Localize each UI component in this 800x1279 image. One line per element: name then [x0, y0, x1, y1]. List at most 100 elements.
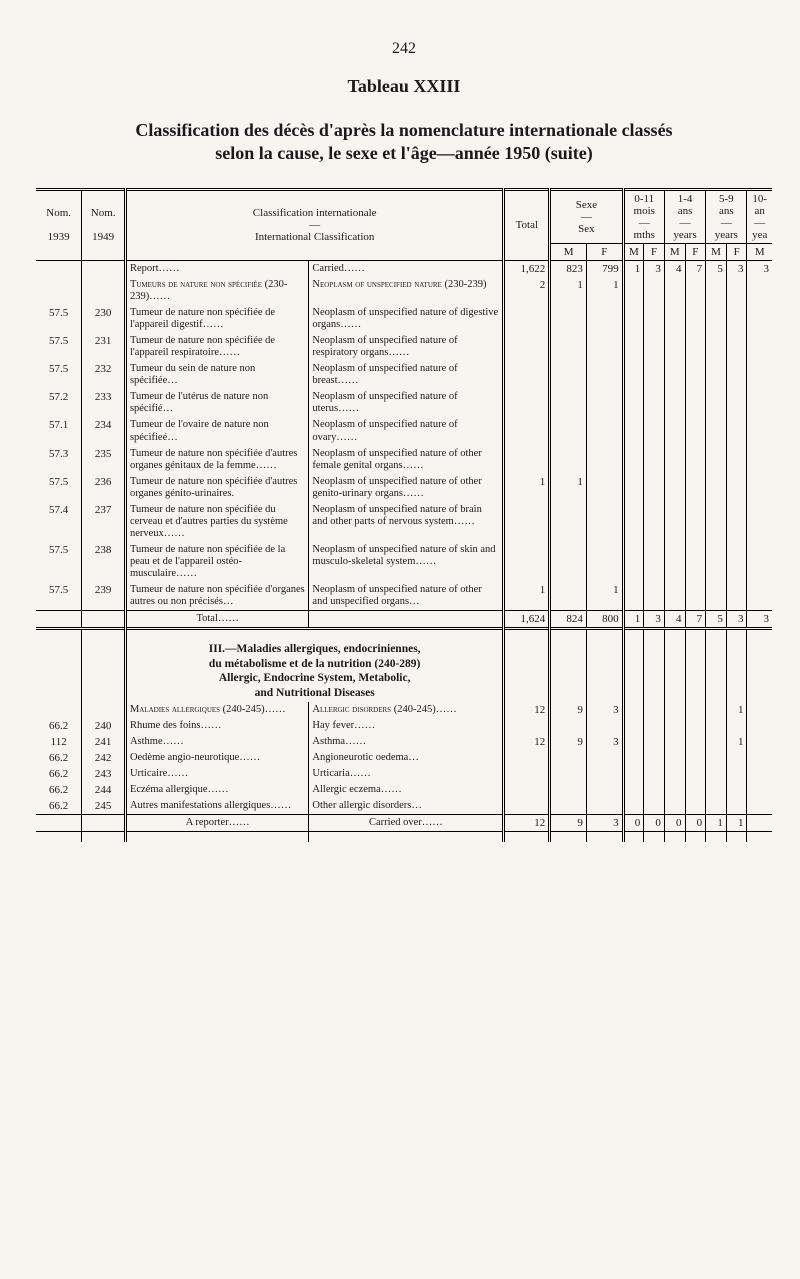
row2-0-a10M [747, 718, 772, 734]
row1-7-a5F [726, 502, 747, 542]
row1-5-total [504, 446, 550, 474]
th-m: 1 [550, 277, 587, 305]
table-row: 57.5239Tumeur de nature non spécifiée d'… [36, 582, 772, 611]
row1-6-fr: Tumeur de nature non spécifiée d'autres … [125, 474, 308, 502]
row1-7-nom1939: 57.4 [36, 502, 82, 542]
hdr-a1-b: ans [678, 205, 693, 217]
row1-3-a5F [726, 389, 747, 417]
row1-4-a0M [623, 417, 644, 445]
row1-1-a1F [685, 333, 706, 361]
row2-0-a1F [685, 718, 706, 734]
row2-1-a5F: 1 [726, 734, 747, 750]
row2-3-a5M [706, 766, 727, 782]
t-f: 800 [586, 611, 623, 629]
hdr-sexe: Sexe— Sex [550, 189, 623, 243]
row1-6-a5M [706, 474, 727, 502]
row1-7-a5M [706, 502, 727, 542]
row1-5-a10M [747, 446, 772, 474]
row1-3-nom1939: 57.2 [36, 389, 82, 417]
hdr-nom2-b: 1949 [92, 231, 114, 243]
row2-4-a0F [644, 782, 665, 798]
row2-4-a5F [726, 782, 747, 798]
row1-3-a10M [747, 389, 772, 417]
row1-8-a0F [644, 542, 665, 582]
table-row: 112241Asthme……Asthma……12931 [36, 734, 772, 750]
report-f: 799 [586, 260, 623, 277]
row1-6-M: 1 [550, 474, 587, 502]
row2-0-en: Hay fever…… [309, 718, 504, 734]
page-number: 242 [36, 40, 772, 58]
row1-6-a1F [685, 474, 706, 502]
row1-8-a1F [685, 542, 706, 582]
row2-4-en: Allergic eczema…… [309, 782, 504, 798]
row2-1-F: 3 [586, 734, 623, 750]
hdr-a5-b: ans [719, 205, 734, 217]
row1-2-F [586, 361, 623, 389]
row1-0-M [550, 305, 587, 333]
maladies-header-row: Maladies allergiques (240-245)…… Allergi… [36, 702, 772, 718]
r-a1m: 4 [664, 260, 685, 277]
row1-7-en: Neoplasm of unspecified nature of brain … [309, 502, 504, 542]
row1-1-en: Neoplasm of unspecified nature of respir… [309, 333, 504, 361]
c-tot: 12 [504, 815, 550, 832]
row1-7-a0F [644, 502, 665, 542]
row1-4-F [586, 417, 623, 445]
table-row: 57.5231Tumeur de nature non spécifiée de… [36, 333, 772, 361]
row1-1-a10M [747, 333, 772, 361]
row2-3-a1F [685, 766, 706, 782]
row1-6-a5F [726, 474, 747, 502]
row1-2-a0M [623, 361, 644, 389]
row1-4-a1F [685, 417, 706, 445]
row1-1-a0M [623, 333, 644, 361]
row1-3-a0M [623, 389, 644, 417]
report-m: 823 [550, 260, 587, 277]
row2-1-fr: Asthme…… [125, 734, 308, 750]
row2-0-nom1949: 240 [82, 718, 126, 734]
r-a5f: 3 [726, 260, 747, 277]
c-a0m: 0 [623, 815, 644, 832]
c-a0f: 0 [644, 815, 665, 832]
row1-7-a1F [685, 502, 706, 542]
row1-0-nom1949: 230 [82, 305, 126, 333]
hdr-a5-m: M [706, 243, 727, 260]
row1-1-a1M [664, 333, 685, 361]
row2-2-a1F [685, 750, 706, 766]
table-row: 57.2233Tumeur de l'utérus de nature non … [36, 389, 772, 417]
t-a5f: 3 [726, 611, 747, 629]
row1-8-a5F [726, 542, 747, 582]
row1-9-a1F [685, 582, 706, 611]
hdr-a5-f: F [726, 243, 747, 260]
hdr-nom2: Nom. 1949 [82, 189, 126, 260]
row1-0-a0M [623, 305, 644, 333]
table-row: 66.2244Eczéma allergique……Allergic eczem… [36, 782, 772, 798]
hdr-row-1: Nom. 1939 Nom. 1949 Classification inter… [36, 189, 772, 243]
row1-2-nom1949: 232 [82, 361, 126, 389]
row2-5-a10M [747, 798, 772, 815]
row1-9-a0F [644, 582, 665, 611]
row2-0-F [586, 718, 623, 734]
row1-4-a5M [706, 417, 727, 445]
row1-0-nom1939: 57.5 [36, 305, 82, 333]
hdr-nom1: Nom. 1939 [36, 189, 82, 260]
row1-2-total [504, 361, 550, 389]
row1-2-a1M [664, 361, 685, 389]
row1-5-a5M [706, 446, 727, 474]
row1-9-a10M [747, 582, 772, 611]
row2-5-a1F [685, 798, 706, 815]
report-total: 1,622 [504, 260, 550, 277]
row2-0-a5F [726, 718, 747, 734]
hdr-a0-a: 0-11 [634, 193, 654, 205]
row1-1-F [586, 333, 623, 361]
section3-title-row: III.—Maladies allergiques, endocrinienne… [36, 640, 772, 702]
row1-8-a0M [623, 542, 644, 582]
row1-0-a10M [747, 305, 772, 333]
row1-4-a1M [664, 417, 685, 445]
row1-3-total [504, 389, 550, 417]
hdr-a10-m: M [747, 243, 772, 260]
row2-1-M: 9 [550, 734, 587, 750]
row2-4-nom1939: 66.2 [36, 782, 82, 798]
row2-3-nom1939: 66.2 [36, 766, 82, 782]
t-m: 824 [550, 611, 587, 629]
row1-7-a10M [747, 502, 772, 542]
row2-3-a10M [747, 766, 772, 782]
